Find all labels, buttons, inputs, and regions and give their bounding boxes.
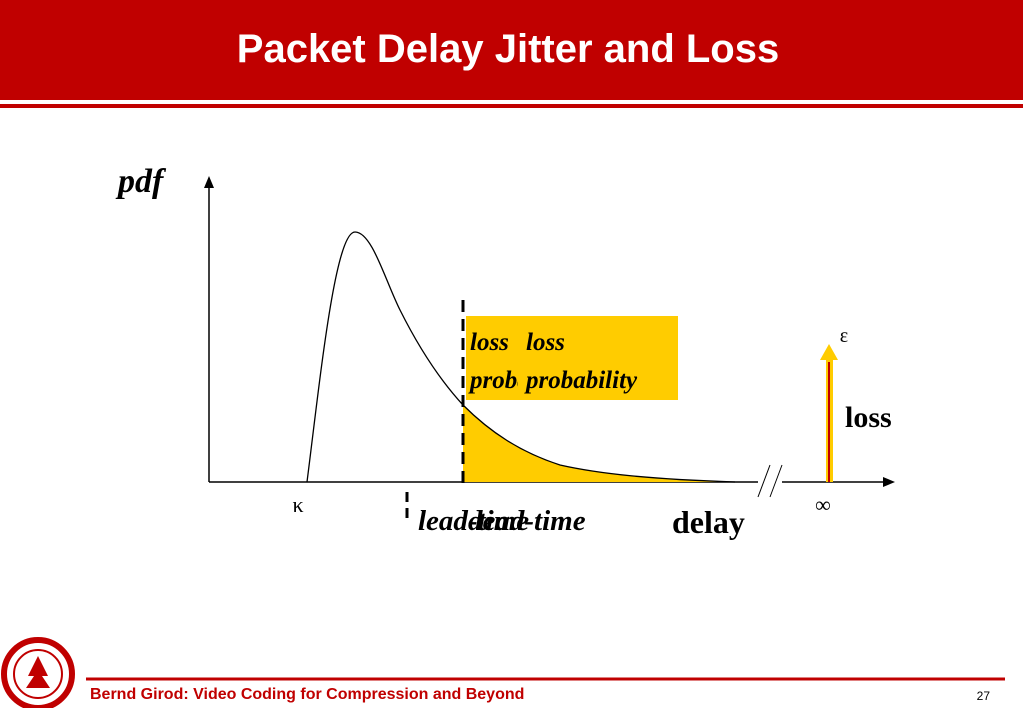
- time-label: lead-time: [418, 505, 529, 537]
- pdf-curve: [306, 231, 736, 483]
- time-label: dead-time: [468, 505, 586, 537]
- x-arrow: [883, 477, 895, 487]
- axis-break: [769, 464, 783, 498]
- title-banner: [0, 0, 1023, 100]
- title-rule: [0, 104, 1023, 108]
- box-label: loss: [470, 329, 509, 356]
- kappa: κ: [292, 492, 303, 517]
- box-label: loss: [526, 329, 565, 356]
- loss-label: loss: [845, 401, 892, 434]
- epsilon: ε: [840, 325, 848, 347]
- y-label: pdf: [115, 163, 167, 200]
- axis-break: [757, 464, 771, 498]
- y-arrow: [204, 176, 214, 188]
- spike-head: [820, 344, 838, 360]
- footer-text: Bernd Girod: Video Coding for Compressio…: [90, 686, 524, 703]
- logo: [1, 637, 75, 708]
- loss-box-overlay: [518, 322, 670, 394]
- loss-area: [463, 405, 735, 482]
- title: Packet Delay Jitter and Loss: [237, 27, 779, 71]
- box-label: probability: [524, 367, 638, 394]
- page-number: 27: [977, 689, 991, 703]
- x-label: delay: [672, 504, 745, 540]
- infinity: ∞: [815, 492, 831, 517]
